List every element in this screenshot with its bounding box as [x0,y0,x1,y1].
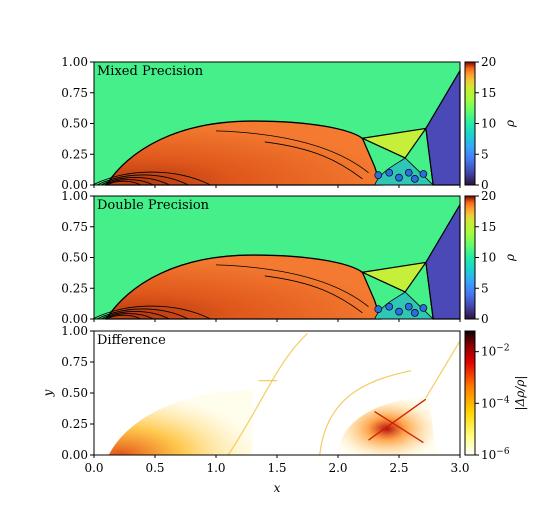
x-tick-label: 3.0 [450,461,469,475]
shock-line [425,262,434,320]
density-contour [215,264,369,308]
colorbar-tick-label: 15 [481,86,496,100]
y-tick-label: 0.25 [61,147,88,161]
panel-title: Double Precision [97,198,210,213]
colorbar-tick-label: 0 [481,178,489,192]
post-shock-dome [104,254,382,320]
colorbar-tick-label: 10−2 [481,344,510,359]
panel-1: Mixed Precision 0.00 0.25 0.50 0.75 1.00 0 5 10 1… [61,55,517,192]
x-tick-label: 2.5 [389,461,408,475]
colorbar-label: ρ [503,254,517,262]
panel-title: Mixed Precision [97,64,204,79]
x-axis-label: x [274,481,281,495]
density-contour [103,179,154,186]
y-tick-label: 0.00 [61,178,88,192]
colorbar-label: |Δρ/ρ| [513,376,527,411]
y-tick-label: 1.00 [61,189,88,203]
difference-dome [108,390,253,455]
y-tick-label: 0.50 [61,117,88,131]
density-contour [264,275,363,314]
vortex [374,305,383,314]
y-tick-label: 0.50 [61,386,88,400]
panel-title: Difference [97,333,166,348]
difference-trace [425,340,461,399]
difference-stem [338,396,436,455]
y-tick-label: 0.75 [61,220,88,234]
density-contour [106,314,142,320]
density-contour [100,177,170,186]
y-tick-label: 1.00 [61,324,88,338]
post-shock-dome [104,120,382,186]
shock-line [425,128,434,186]
colorbar-tick-label: 10 [481,117,496,131]
y-tick-label: 0.75 [61,355,88,369]
mach-stem-triangle [360,127,428,159]
colorbar-tick-label: 5 [481,147,489,161]
vortex [385,168,394,177]
y-tick-label: 0.75 [61,86,88,100]
vortex [395,307,403,316]
vortex [374,171,383,180]
x-tick-label: 0.5 [145,461,164,475]
y-tick-label: 1.00 [61,55,88,69]
difference-trace [319,370,412,456]
vortex [419,170,428,178]
vortex [395,173,403,182]
colorbar-tick-label: 20 [481,55,496,69]
vortex [411,175,419,183]
density-contour [106,180,142,186]
x-tick-label: 2.0 [328,461,347,475]
panel-2: Double Precision 0.00 0.25 0.50 0.75 1.00 0 5 10… [61,189,517,326]
density-contour [264,141,363,180]
vortex [411,309,419,317]
density-contour [215,130,369,174]
colorbar [464,61,476,186]
colorbar-tick-label: 0 [481,312,489,326]
colorbar [464,195,476,320]
vortex [404,168,413,177]
density-contour [92,305,211,320]
y-tick-label: 0.25 [61,281,88,295]
y-tick-label: 0.25 [61,417,88,431]
density-contour [92,171,211,186]
x-tick-label: 1.5 [267,461,286,475]
y-tick-label: 0.50 [61,251,88,265]
density-contour [96,174,189,186]
colorbar-tick-label: 20 [481,189,496,203]
y-tick-label: 0.00 [61,312,88,326]
vortex [404,302,413,311]
vortex [385,302,394,311]
difference-trace [227,333,308,456]
y-axis-label: y [41,389,55,397]
colorbar-tick-label: 10−6 [481,447,510,462]
vortex [419,304,428,312]
difference-trace [374,411,424,444]
colorbar-tick-label: 10 [481,251,496,265]
density-contour [103,313,154,320]
x-tick-label: 1.0 [206,461,225,475]
x-tick-label: 0.0 [84,461,103,475]
colorbar-tick-label: 15 [481,220,496,234]
colorbar [464,330,476,456]
difference-trace [368,398,427,441]
colorbar-tick-label: 10−4 [481,395,510,410]
colorbar-tick-label: 5 [481,281,489,295]
mach-stem-triangle [360,261,428,293]
y-tick-label: 0.00 [61,448,88,462]
density-contour [100,311,170,320]
density-contour [96,308,189,320]
colorbar-label: ρ [503,120,517,128]
panel-3: Difference 0.00 0.25 0.50 0.75 1.00 0.0 0.5 1.0 1… [41,324,527,495]
